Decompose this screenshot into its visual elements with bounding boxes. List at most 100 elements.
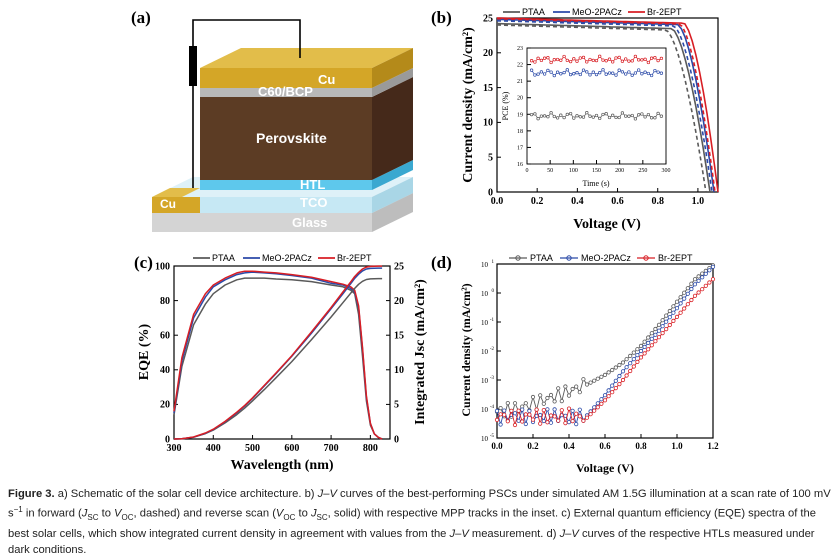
inset-point	[533, 73, 537, 77]
panel-d-x-tick-label: 1.2	[707, 441, 719, 451]
panel-c-curves	[173, 265, 383, 440]
dark-jv-point	[563, 384, 568, 389]
inset-point	[585, 70, 589, 74]
panel-b-x-tick-label: 1.0	[692, 196, 705, 207]
dark-jv-point	[667, 308, 672, 314]
dark-jv-point	[674, 299, 680, 304]
caption-text: a) Schematic of the solar cell device ar…	[54, 488, 318, 500]
dark-jv-point	[602, 398, 608, 403]
dark-jv-point	[646, 335, 651, 340]
dark-jv-point	[667, 322, 672, 328]
dark-jv-point	[552, 399, 557, 404]
inset-point	[620, 111, 625, 115]
panel-c-y-ticks: 0 20 40 60 80 100	[155, 261, 178, 445]
dark-jv-point	[505, 400, 510, 406]
dark-jv-point	[613, 385, 618, 391]
dark-jv-point	[682, 296, 687, 301]
inset-point	[611, 113, 615, 117]
inset-y-tick-label: 18	[517, 129, 523, 135]
dark-jv-point	[624, 365, 629, 370]
caption-sub: OC	[283, 512, 296, 522]
layer-label-tco: TCO	[300, 195, 327, 210]
dark-jv-point	[635, 352, 640, 358]
inset-point	[562, 54, 566, 59]
layer-label-htl: HTL	[300, 177, 325, 192]
inset-point	[601, 112, 605, 117]
dark-jv-point	[707, 268, 712, 273]
legend-d-br: Br-2EPT	[658, 253, 693, 263]
inset-point	[646, 60, 651, 65]
dark-jv-point	[696, 290, 701, 295]
dark-jv-point	[541, 401, 546, 406]
dark-jv-point	[617, 362, 622, 368]
panel-b: (b) 0.0 0.2 0.4 0.6 0.8 1.0 0 5 10 15 20 25 Voltag…	[431, 7, 719, 232]
dark-jv-point	[613, 365, 618, 370]
dark-jv-point	[685, 302, 690, 307]
inset-point	[630, 59, 634, 63]
dark-jv-point	[624, 357, 629, 362]
inset-point	[633, 117, 638, 121]
dark-jv-point	[620, 360, 626, 365]
inset-point	[604, 112, 608, 116]
inset-point	[614, 115, 618, 120]
dark-jv-point	[710, 264, 716, 269]
inset-point	[630, 73, 634, 77]
caption-text: curves of the best-performing PSCs under…	[8, 488, 831, 520]
panel-c-x-ticks: 300 400 500 600 700 800	[167, 435, 378, 454]
panel-a-label: (a)	[131, 8, 151, 27]
inset-point	[637, 58, 641, 62]
panel-d-y-tick-exponent: 1	[492, 260, 495, 265]
inset-point	[546, 56, 550, 60]
inset-x-tick-label: 200	[615, 168, 624, 174]
dark-jv-point	[646, 340, 651, 345]
inset-point	[555, 116, 560, 120]
inset-point	[594, 72, 599, 77]
inset-point	[598, 71, 602, 75]
panel-d-y-tick-exponent: -1	[490, 318, 495, 323]
dark-jv-point	[574, 384, 579, 389]
panel-b-y-tick-label: 0	[488, 187, 493, 198]
dark-jv-point	[566, 406, 572, 411]
contact-label-cu: Cu	[160, 197, 176, 211]
inset-point	[539, 58, 544, 63]
panel-c-y-tick-label: 100	[155, 261, 170, 272]
cu-side	[372, 48, 413, 88]
dark-jv-point	[628, 353, 633, 358]
caption-sub: SC	[87, 512, 99, 522]
inset-point	[594, 58, 599, 63]
inset-point	[581, 55, 586, 60]
dark-jv-point	[599, 397, 604, 402]
panel-c-y2-tick-label: 25	[394, 261, 404, 272]
dark-jv-point	[548, 413, 554, 418]
panel-c-y-tick-label: 20	[160, 400, 170, 411]
panel-d-y-tick-exponent: 0	[492, 289, 495, 294]
inset-point	[624, 72, 628, 76]
panel-b-x-tick-label: 0.2	[531, 196, 544, 207]
dark-jv-point	[584, 382, 590, 387]
dark-jv-point	[552, 414, 557, 419]
dark-jv-point	[700, 271, 705, 276]
inset-point	[620, 70, 625, 74]
legend-ptaa: PTAA	[522, 7, 545, 17]
dark-jv-point	[685, 291, 690, 296]
eqe-curve-meo-2pacz	[173, 271, 383, 440]
dark-jv-point	[563, 420, 568, 426]
dark-jv-point	[570, 418, 575, 424]
panel-d-x-ticks: 0.0 0.2 0.4 0.6 0.8 1.0 1.2	[491, 434, 719, 451]
panel-c-y2-tick-label: 10	[394, 365, 404, 376]
inset-point	[533, 112, 537, 116]
inset-point	[585, 111, 589, 115]
dark-jv-point	[692, 293, 698, 298]
dark-jv-point	[653, 332, 658, 337]
dark-jv-point	[674, 306, 680, 311]
jv-curve-br-2ept-reverse	[496, 17, 719, 193]
cu-front	[200, 68, 372, 88]
glass-side	[372, 193, 413, 232]
panel-d-ylabel: Current density (mA/cm²)	[459, 283, 473, 416]
dark-jv-point	[628, 361, 633, 366]
dark-jv-point	[566, 419, 572, 425]
dark-jv-point	[664, 319, 669, 324]
dark-jv-point	[498, 405, 503, 411]
dark-jv-point	[556, 418, 561, 423]
panel-b-xlabel: Voltage (V)	[573, 217, 641, 232]
